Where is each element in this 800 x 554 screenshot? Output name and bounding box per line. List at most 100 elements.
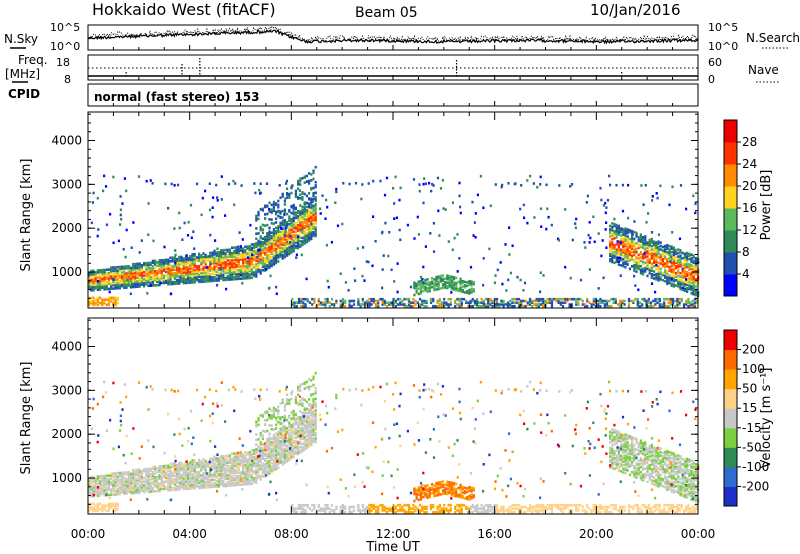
velocity-cell [235, 457, 238, 460]
power-cell [655, 251, 658, 255]
power-cell [458, 299, 461, 303]
velocity-cell [134, 472, 137, 475]
power-cell [696, 299, 699, 303]
power-cell [279, 242, 282, 246]
velocity-cell [114, 493, 117, 496]
power-cell [314, 196, 317, 199]
power-cell [641, 304, 644, 308]
velocity-cell [162, 484, 165, 487]
power-cell [255, 250, 258, 254]
power-cell [429, 301, 433, 304]
velocity-cell [257, 469, 260, 472]
power-cell [577, 303, 580, 306]
power-cell [158, 264, 161, 267]
power-cell [693, 303, 697, 306]
power-cell [187, 256, 190, 260]
power-cell [266, 265, 269, 269]
velocity-cell [88, 489, 91, 493]
power-cell [655, 255, 658, 258]
velocity-cell [220, 460, 223, 463]
power-cell [664, 279, 667, 283]
velocity-cell [277, 443, 280, 446]
power-cell [301, 198, 304, 201]
power-cell [433, 287, 436, 290]
power-cell [584, 246, 587, 249]
velocity-cell [264, 462, 267, 466]
power-cell [692, 282, 695, 285]
power-cell [191, 254, 194, 258]
power-cell [208, 208, 212, 212]
power-cell [690, 278, 693, 281]
power-cell [129, 270, 132, 273]
power-cell [151, 277, 154, 280]
power-cell [112, 296, 115, 300]
power-cell [635, 265, 638, 268]
power-cell [112, 283, 115, 287]
power-cell [305, 214, 308, 217]
power-cell [433, 288, 436, 292]
velocity-cell [96, 487, 99, 491]
power-cell [299, 183, 302, 186]
velocity-cell [114, 473, 117, 477]
velocity-cell [105, 483, 108, 486]
power-cell [222, 250, 225, 254]
power-cell [116, 285, 119, 288]
power-cell [242, 249, 245, 252]
power-scatter-cells [88, 165, 700, 308]
power-cell [270, 261, 273, 264]
power-cell [88, 285, 91, 289]
power-cell [509, 299, 512, 303]
power-cell [151, 259, 154, 263]
velocity-cell [167, 473, 170, 476]
power-cell [679, 263, 682, 266]
power-cell [354, 181, 358, 185]
power-cell [257, 217, 260, 221]
power-cell [228, 262, 231, 265]
power-cell [649, 304, 653, 308]
power-cell [244, 257, 247, 261]
power-cell [631, 254, 634, 258]
velocity-cell [191, 483, 194, 487]
power-cell [633, 251, 636, 255]
power-cell [182, 274, 185, 278]
power-cell [300, 253, 303, 257]
power-cell [268, 257, 271, 260]
velocity-cell [202, 475, 205, 479]
power-cell [450, 279, 453, 282]
power-cell [301, 210, 304, 213]
power-cell [259, 261, 262, 265]
velocity-cell [99, 489, 102, 492]
power-cell [217, 252, 220, 256]
velocity-cell [107, 493, 110, 497]
power-cell [688, 277, 691, 280]
power-cell [283, 254, 286, 257]
power-cell [494, 183, 497, 186]
power-cell [184, 267, 187, 271]
velocity-cell [268, 451, 271, 454]
power-cell [676, 301, 679, 304]
power-cell [283, 219, 286, 222]
power-cell [129, 277, 132, 280]
power-cell [601, 299, 604, 303]
velocity-cell [261, 446, 264, 450]
power-cell [635, 235, 638, 238]
power-cell [299, 225, 302, 229]
power-cell [310, 188, 313, 191]
power-cell [96, 296, 99, 300]
power-cell [341, 301, 345, 304]
power-cell [570, 297, 573, 301]
power-cell [479, 174, 482, 178]
power-cell [314, 231, 317, 234]
power-cell [268, 255, 271, 259]
power-cell [422, 281, 425, 285]
power-cell [617, 224, 620, 228]
power-cell [101, 300, 104, 303]
power-cell [288, 249, 291, 252]
power-cell [370, 297, 373, 301]
velocity-cell [222, 465, 225, 468]
power-cell [664, 276, 667, 279]
power-cell [601, 301, 604, 304]
velocity-cell [239, 483, 242, 486]
power-cell [129, 285, 132, 289]
power-cell [257, 249, 260, 252]
